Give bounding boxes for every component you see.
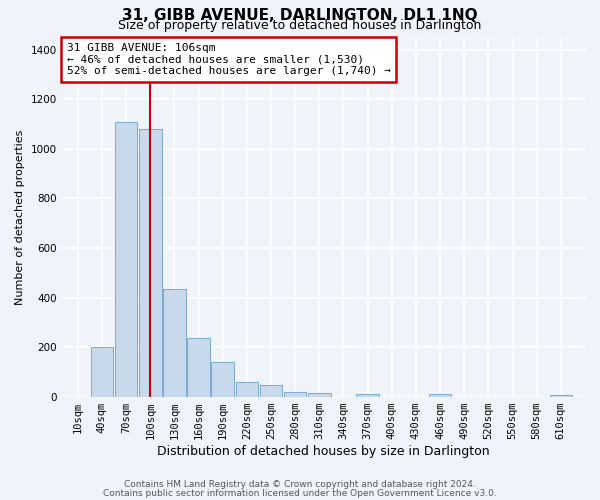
Bar	[139, 129, 161, 396]
Bar	[308, 393, 331, 396]
Bar	[236, 382, 258, 396]
Bar	[163, 289, 185, 397]
Bar	[429, 394, 451, 396]
Text: 31, GIBB AVENUE, DARLINGTON, DL1 1NQ: 31, GIBB AVENUE, DARLINGTON, DL1 1NQ	[122, 8, 478, 22]
Bar	[356, 394, 379, 396]
Y-axis label: Number of detached properties: Number of detached properties	[15, 130, 25, 304]
X-axis label: Distribution of detached houses by size in Darlington: Distribution of detached houses by size …	[157, 444, 490, 458]
Text: Contains public sector information licensed under the Open Government Licence v3: Contains public sector information licen…	[103, 489, 497, 498]
Text: Contains HM Land Registry data © Crown copyright and database right 2024.: Contains HM Land Registry data © Crown c…	[124, 480, 476, 489]
Text: 31 GIBB AVENUE: 106sqm
← 46% of detached houses are smaller (1,530)
52% of semi-: 31 GIBB AVENUE: 106sqm ← 46% of detached…	[67, 43, 391, 76]
Bar	[187, 338, 210, 396]
Bar	[91, 347, 113, 397]
Bar	[284, 392, 307, 396]
Bar	[211, 362, 234, 396]
Bar	[260, 386, 282, 396]
Text: Size of property relative to detached houses in Darlington: Size of property relative to detached ho…	[118, 19, 482, 32]
Bar	[115, 122, 137, 396]
